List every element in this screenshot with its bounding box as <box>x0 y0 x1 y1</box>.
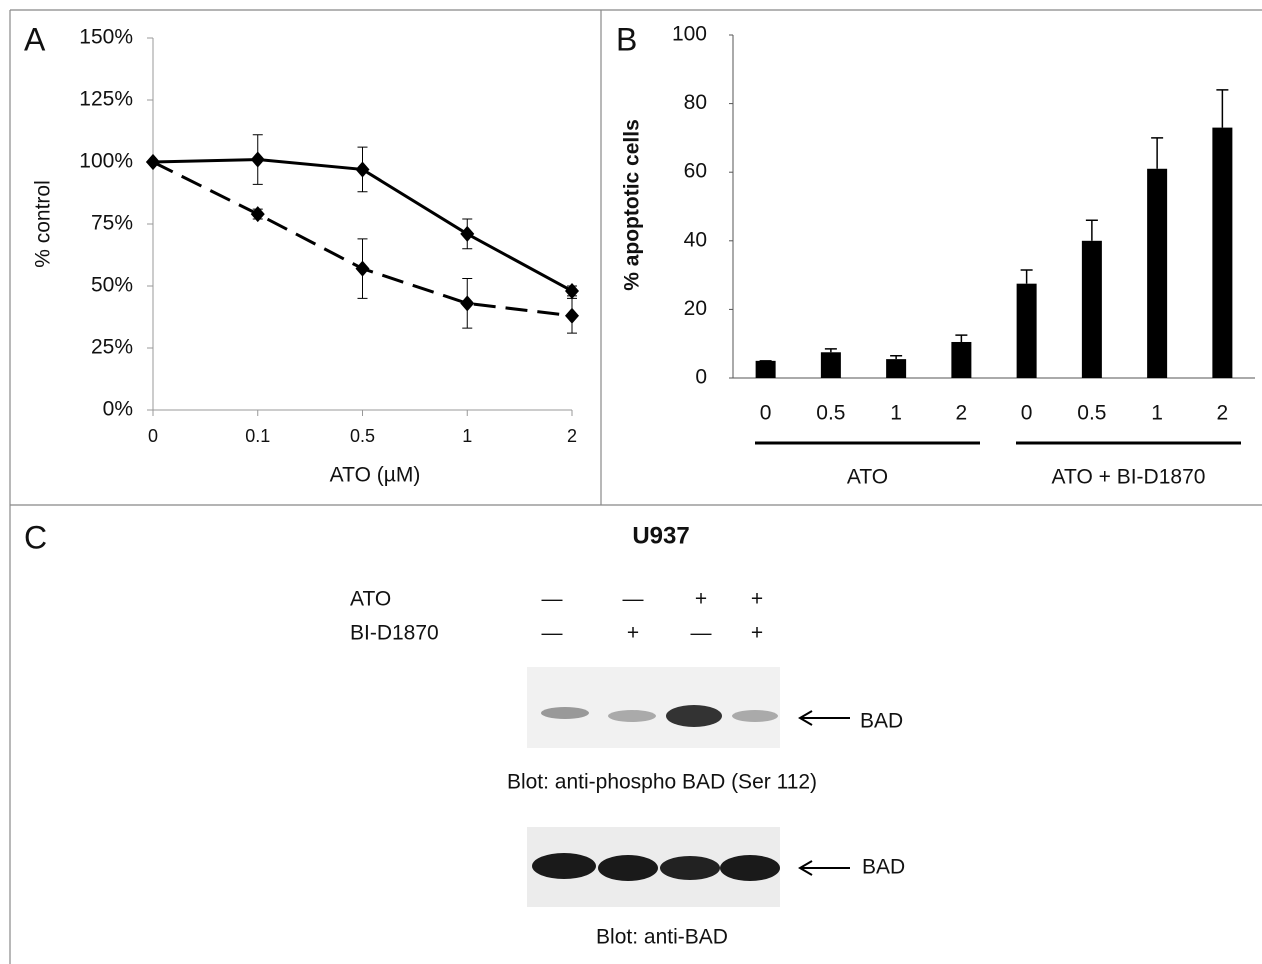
y-tick-label: 60 <box>684 160 707 183</box>
bar <box>951 342 971 378</box>
bar <box>1212 128 1232 378</box>
sign: + <box>695 588 707 611</box>
band <box>608 710 656 722</box>
x-tick-label: 0.1 <box>245 426 270 446</box>
x-tick-label: 2 <box>567 426 577 446</box>
error-bar <box>825 349 837 352</box>
y-tick-label: 20 <box>684 297 707 320</box>
sign: — <box>542 588 563 611</box>
y-tick-label: 80 <box>684 91 707 114</box>
band <box>666 705 722 727</box>
band <box>541 707 589 719</box>
sign: — <box>691 622 712 645</box>
sign: — <box>542 622 563 645</box>
error-bar <box>1151 138 1163 169</box>
x-tick-label: 0 <box>760 402 772 425</box>
error-bar <box>1216 90 1228 128</box>
y-axis-label: % apoptotic cells <box>621 119 644 291</box>
blot-title: U937 <box>632 522 689 549</box>
y-tick-label: 50% <box>91 274 133 297</box>
y-axis-label: % control <box>32 180 55 268</box>
band-label: BAD <box>860 710 903 733</box>
band <box>598 855 658 881</box>
y-tick-label: 100 <box>672 23 707 46</box>
blot-caption: Blot: anti-BAD <box>596 926 728 949</box>
marker <box>460 226 474 242</box>
band-label: BAD <box>862 856 905 879</box>
marker <box>251 152 265 168</box>
x-tick-label: 1 <box>462 426 472 446</box>
marker <box>565 283 579 299</box>
panel-label: A <box>24 21 46 57</box>
sign: + <box>751 588 763 611</box>
x-axis-label: ATO (µM) <box>330 464 421 487</box>
marker <box>251 206 265 222</box>
y-tick-label: 75% <box>91 212 133 235</box>
sign: + <box>751 622 763 645</box>
band <box>532 853 596 879</box>
bar <box>1082 241 1102 378</box>
blot-caption: Blot: anti-phospho BAD (Ser 112) <box>507 771 817 794</box>
y-tick-label: 40 <box>684 228 707 251</box>
bar <box>886 359 906 378</box>
marker <box>146 154 160 170</box>
marker <box>356 161 370 177</box>
y-tick-label: 100% <box>79 150 133 173</box>
group-label: ATO + BI-D1870 <box>1052 466 1206 489</box>
row-label: BI-D1870 <box>350 622 439 645</box>
y-tick-label: 150% <box>79 26 133 49</box>
marker <box>460 295 474 311</box>
x-tick-label: 0.5 <box>816 402 845 425</box>
sign: + <box>627 622 639 645</box>
panel-label: B <box>616 21 637 57</box>
band <box>660 856 720 880</box>
y-tick-label: 0 <box>695 366 707 389</box>
panel-label: C <box>24 519 47 555</box>
x-tick-label: 2 <box>956 402 968 425</box>
error-bar <box>890 356 902 359</box>
band <box>720 855 780 881</box>
x-tick-label: 0.5 <box>350 426 375 446</box>
y-tick-label: 0% <box>103 398 133 421</box>
row-label: ATO <box>350 588 391 611</box>
y-tick-label: 25% <box>91 336 133 359</box>
figure: C U937 ATO BI-D1870 BAD Blot: anti-phosp… <box>0 0 1262 964</box>
bar <box>821 352 841 378</box>
band <box>732 710 778 722</box>
error-bar <box>955 335 967 342</box>
x-tick-label: 2 <box>1217 402 1229 425</box>
x-tick-label: 1 <box>1151 402 1163 425</box>
marker <box>356 261 370 277</box>
y-tick-label: 125% <box>79 88 133 111</box>
bar <box>1017 284 1037 378</box>
sign: — <box>623 588 644 611</box>
group-label: ATO <box>847 466 888 489</box>
x-tick-label: 1 <box>890 402 902 425</box>
marker <box>565 308 579 324</box>
error-bar <box>1086 220 1098 241</box>
x-tick-label: 0.5 <box>1077 402 1106 425</box>
bar <box>756 361 776 378</box>
bar <box>1147 169 1167 378</box>
error-bar <box>1021 270 1033 284</box>
x-tick-label: 0 <box>148 426 158 446</box>
x-tick-label: 0 <box>1021 402 1033 425</box>
